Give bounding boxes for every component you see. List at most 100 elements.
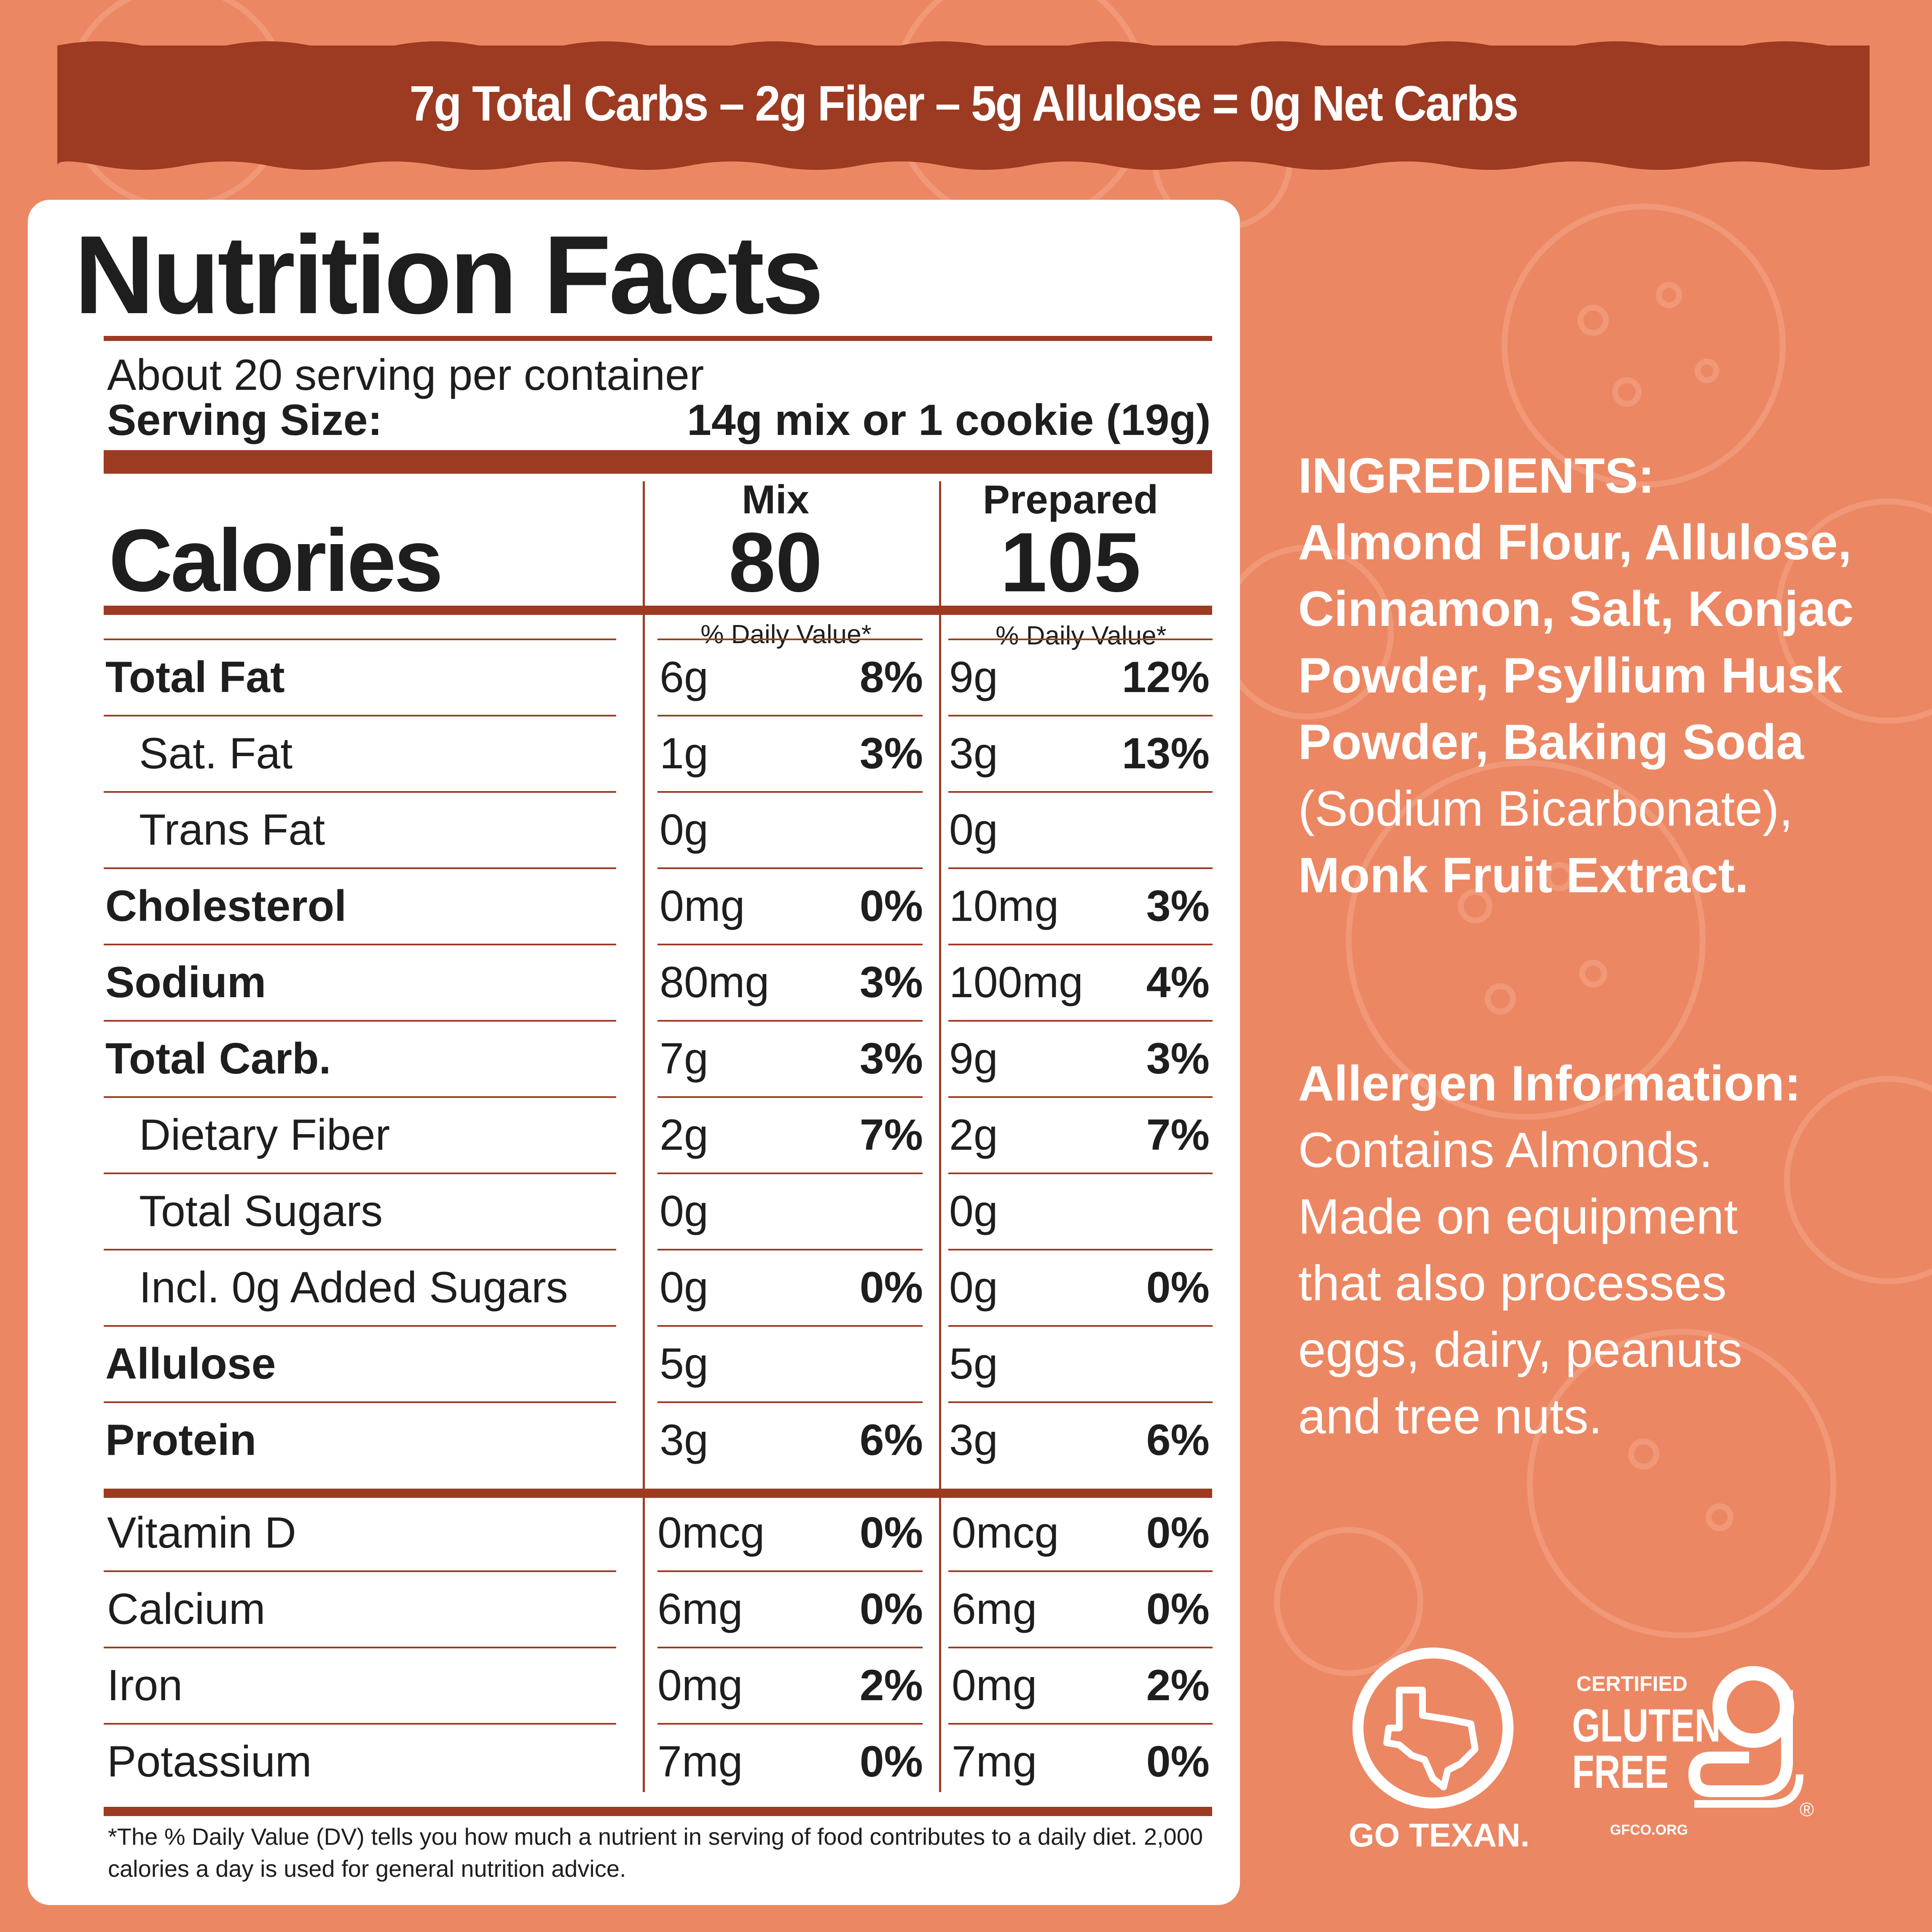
row-separator bbox=[948, 1249, 1213, 1250]
registered-mark: ® bbox=[1800, 1798, 1814, 1820]
gfco-site-text: GFCO.ORG bbox=[1610, 1822, 1688, 1838]
prepared-amount: 6mg bbox=[952, 1585, 1037, 1634]
row-separator bbox=[948, 1647, 1213, 1648]
prepared-header: Prepared bbox=[982, 477, 1159, 522]
ingredients-line: Almond Flour, Allulose, bbox=[1298, 515, 1852, 570]
row-separator bbox=[104, 1723, 616, 1725]
mix-amount: 0mg bbox=[657, 1661, 743, 1710]
row-separator bbox=[948, 639, 1213, 640]
row-separator bbox=[657, 1647, 923, 1648]
row-separator bbox=[104, 1647, 616, 1648]
mix-daily-value: 3% bbox=[859, 1034, 923, 1083]
mix-amount: 5g bbox=[660, 1339, 708, 1388]
mix-amount: 80mg bbox=[660, 958, 770, 1007]
mix-daily-value: 0% bbox=[859, 1737, 923, 1786]
prepared-amount: 5g bbox=[949, 1339, 998, 1388]
prepared-amount: 2g bbox=[949, 1111, 998, 1159]
prepared-amount: 0mg bbox=[952, 1661, 1037, 1710]
allergen-line: Made on equipment bbox=[1298, 1189, 1738, 1245]
vitamin-label: Potassium bbox=[107, 1737, 312, 1786]
free-text: FREE bbox=[1572, 1746, 1669, 1798]
allergen-line: eggs, dairy, peanuts bbox=[1298, 1322, 1742, 1378]
nutrient-label: Protein bbox=[105, 1416, 257, 1465]
row-separator bbox=[948, 1173, 1213, 1174]
nutrient-label: Trans Fat bbox=[139, 805, 325, 854]
nutrient-label: Sat. Fat bbox=[139, 729, 293, 778]
mix-daily-value: 3% bbox=[859, 958, 923, 1007]
nutrient-label: Sodium bbox=[105, 958, 266, 1007]
prepared-calories: 105 bbox=[1000, 515, 1141, 609]
column-divider-mix bbox=[643, 481, 645, 1792]
row-separator bbox=[657, 1723, 923, 1725]
mix-calories: 80 bbox=[728, 515, 823, 609]
ingredients-line: Cinnamon, Salt, Konjac bbox=[1298, 581, 1854, 637]
prepared-amount: 9g bbox=[949, 653, 998, 702]
ingredients-line: Monk Fruit Extract. bbox=[1298, 848, 1749, 903]
mix-daily-value: 8% bbox=[859, 653, 923, 702]
mix-daily-value: 6% bbox=[859, 1416, 923, 1465]
title-rule bbox=[104, 336, 1212, 341]
mix-amount: 0g bbox=[660, 1263, 708, 1312]
mix-amount: 0g bbox=[660, 1187, 708, 1236]
prepared-amount: 0g bbox=[949, 805, 998, 854]
banner-wave-bottom bbox=[57, 157, 1870, 170]
mix-amount: 3g bbox=[660, 1416, 708, 1465]
ingredients-line: Powder, Baking Soda bbox=[1298, 714, 1804, 770]
row-separator bbox=[948, 791, 1213, 793]
prepared-daily-value: 3% bbox=[1146, 1034, 1210, 1083]
prepared-daily-value: 6% bbox=[1146, 1416, 1210, 1465]
prepared-dv-label: % Daily Value* bbox=[996, 621, 1167, 650]
prepared-amount: 0g bbox=[949, 1263, 998, 1312]
mix-amount: 7mg bbox=[657, 1737, 743, 1786]
row-separator bbox=[657, 1401, 923, 1403]
row-separator bbox=[104, 1020, 616, 1022]
mix-dv-label: % Daily Value* bbox=[700, 620, 872, 649]
ingredients-heading: INGREDIENTS: bbox=[1298, 448, 1655, 504]
row-separator bbox=[948, 1723, 1213, 1725]
row-separator bbox=[657, 1570, 923, 1572]
servings-per-container: About 20 serving per container bbox=[107, 351, 704, 400]
gluten-free-badge: CERTIFIED GLUTEN FREE ® GFCO.ORG bbox=[1559, 1665, 1833, 1854]
mix-daily-value: 2% bbox=[859, 1661, 923, 1710]
row-separator bbox=[104, 867, 616, 869]
row-separator bbox=[104, 944, 616, 945]
row-separator bbox=[657, 1325, 923, 1327]
prepared-amount: 10mg bbox=[949, 882, 1059, 931]
row-separator bbox=[948, 1325, 1213, 1327]
prepared-amount: 0g bbox=[949, 1187, 998, 1236]
prepared-amount: 3g bbox=[949, 1416, 998, 1465]
row-separator bbox=[104, 1570, 616, 1572]
prepared-daily-value: 12% bbox=[1122, 653, 1210, 702]
mix-amount: 6mg bbox=[657, 1585, 743, 1634]
row-separator bbox=[657, 867, 923, 869]
prepared-daily-value: 0% bbox=[1146, 1263, 1210, 1312]
banner-wave-top bbox=[57, 41, 1870, 54]
mix-daily-value: 0% bbox=[859, 882, 923, 931]
prepared-daily-value: 4% bbox=[1146, 958, 1210, 1007]
mix-header: Mix bbox=[741, 477, 810, 522]
prepared-daily-value: 2% bbox=[1146, 1661, 1210, 1710]
row-separator bbox=[657, 715, 923, 716]
nutrient-label: Total Sugars bbox=[139, 1187, 383, 1236]
prepared-amount: 100mg bbox=[949, 958, 1083, 1007]
prepared-amount: 3g bbox=[949, 729, 998, 778]
row-separator bbox=[948, 944, 1213, 945]
row-separator bbox=[948, 1020, 1213, 1022]
mix-daily-value: 0% bbox=[859, 1585, 923, 1634]
gfco-g-icon bbox=[1688, 1666, 1803, 1808]
serving-size-value: 14g mix or 1 cookie (19g) bbox=[687, 396, 1211, 445]
mix-amount: 6g bbox=[660, 653, 708, 702]
vitamin-label: Vitamin D bbox=[107, 1508, 296, 1557]
row-separator bbox=[104, 1325, 616, 1327]
vitamin-label: Iron bbox=[107, 1661, 183, 1710]
go-texan-badge: GO TEXAN. bbox=[1349, 1644, 1530, 1863]
row-separator bbox=[104, 639, 616, 640]
nutrient-label: Total Carb. bbox=[105, 1034, 331, 1083]
row-separator bbox=[104, 715, 616, 716]
prepared-daily-value: 0% bbox=[1146, 1508, 1210, 1557]
calories-label: Calories bbox=[109, 511, 443, 610]
thick-rule-top bbox=[104, 450, 1212, 474]
mix-amount: 7g bbox=[660, 1034, 708, 1083]
prepared-daily-value: 0% bbox=[1146, 1737, 1210, 1786]
daily-value-footnote: *The % Daily Value (DV) tells you how mu… bbox=[108, 1823, 1203, 1882]
